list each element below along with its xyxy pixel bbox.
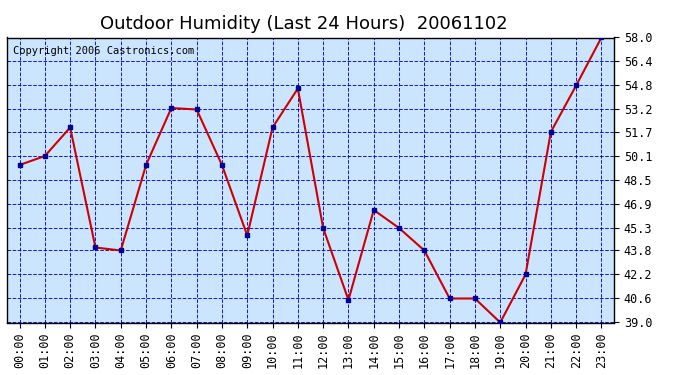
Text: Outdoor Humidity (Last 24 Hours)  20061102: Outdoor Humidity (Last 24 Hours) 2006110… [100,15,507,33]
Text: Copyright 2006 Castronics.com: Copyright 2006 Castronics.com [13,46,194,56]
